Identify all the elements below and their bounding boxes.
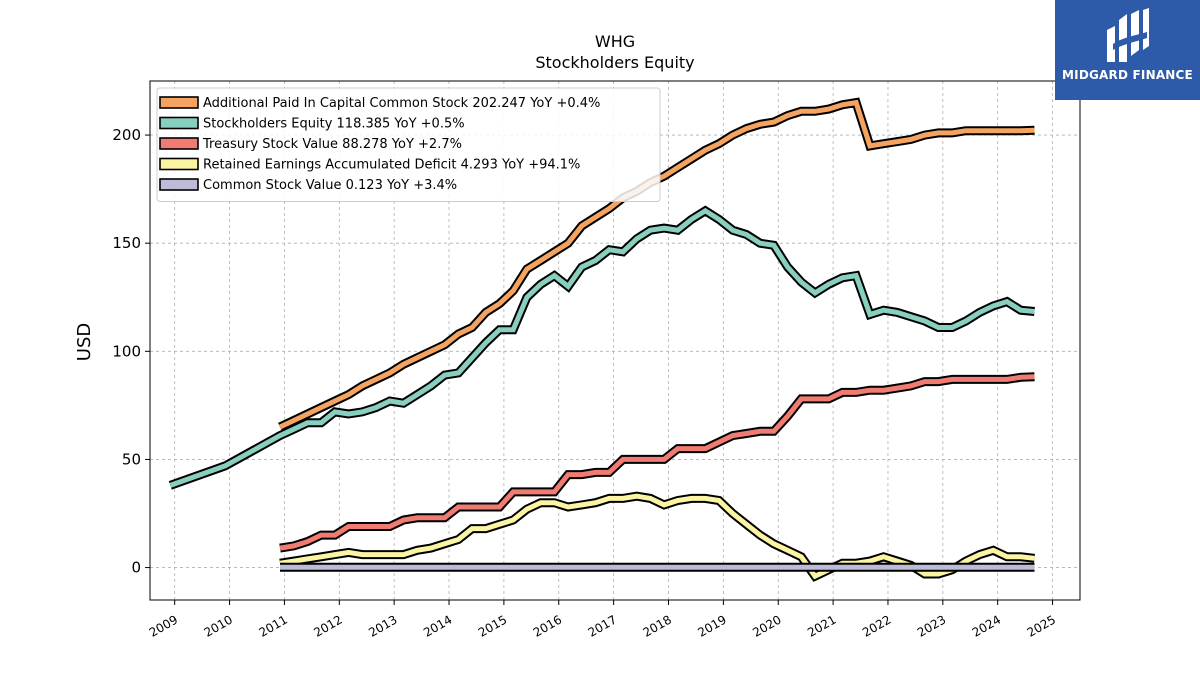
legend-label: Additional Paid In Capital Common Stock … bbox=[203, 96, 600, 111]
brand-mark-icon bbox=[1107, 8, 1149, 62]
x-tick-label: 2020 bbox=[750, 612, 783, 639]
chart-subtitle: Stockholders Equity bbox=[535, 53, 694, 72]
y-axis: 0 50 100 150 200 bbox=[112, 126, 150, 577]
legend-swatch bbox=[159, 137, 199, 150]
legend-swatch bbox=[159, 96, 199, 109]
legend-swatch bbox=[159, 157, 199, 171]
x-tick-label: 2017 bbox=[586, 612, 619, 639]
x-tick-label: 2016 bbox=[531, 612, 564, 639]
y-axis-label: USD bbox=[74, 323, 95, 361]
x-tick-label: 2012 bbox=[311, 612, 344, 639]
chart-title: WHG bbox=[595, 32, 635, 51]
x-tick-label: 2023 bbox=[915, 612, 948, 639]
series-line bbox=[279, 374, 1035, 551]
legend-box bbox=[156, 87, 661, 202]
legend-label: Treasury Stock Value 88.278 YoY +2.7% bbox=[202, 137, 462, 152]
plot-frame bbox=[149, 80, 1081, 601]
legend: Additional Paid In Capital Common Stock … bbox=[156, 87, 661, 202]
x-tick-label: 2025 bbox=[1025, 612, 1058, 639]
legend-label: Stockholders Equity 118.385 YoY +0.5% bbox=[203, 117, 465, 132]
series-line bbox=[169, 207, 1035, 488]
series-line-1 bbox=[168, 205, 1035, 490]
x-tick-label: 2018 bbox=[641, 612, 674, 639]
x-tick-label: 2024 bbox=[970, 612, 1003, 639]
x-tick-label: 2022 bbox=[860, 612, 893, 639]
y-tick-label: 150 bbox=[112, 234, 141, 252]
x-axis: 2009 2010 2011 2012 2013 2014 2015 2016 2017 2018… bbox=[147, 600, 1058, 640]
grid bbox=[150, 81, 1080, 600]
brand-name: MIDGARD FINANCE bbox=[1062, 68, 1193, 82]
series-line-2 bbox=[279, 372, 1035, 553]
legend-swatch bbox=[159, 116, 199, 130]
x-tick-label: 2009 bbox=[147, 612, 180, 639]
x-tick-label: 2021 bbox=[805, 612, 838, 639]
x-tick-label: 2019 bbox=[695, 612, 728, 639]
x-tick-label: 2011 bbox=[256, 612, 289, 639]
legend-label: Retained Earnings Accumulated Deficit 4.… bbox=[203, 158, 580, 173]
legend-label: Common Stock Value 0.123 YoY +3.4% bbox=[203, 178, 457, 193]
legend-swatch bbox=[159, 178, 199, 191]
y-tick-label: 50 bbox=[122, 450, 141, 468]
brand-logo: MIDGARD FINANCE bbox=[1055, 0, 1200, 100]
y-tick-label: 100 bbox=[112, 342, 141, 360]
x-tick-label: 2013 bbox=[366, 612, 399, 639]
y-tick-label: 200 bbox=[112, 126, 141, 144]
x-tick-label: 2010 bbox=[202, 612, 235, 639]
y-tick-label: 0 bbox=[131, 559, 141, 577]
x-tick-label: 2014 bbox=[421, 612, 454, 639]
x-tick-label: 2015 bbox=[476, 612, 509, 639]
